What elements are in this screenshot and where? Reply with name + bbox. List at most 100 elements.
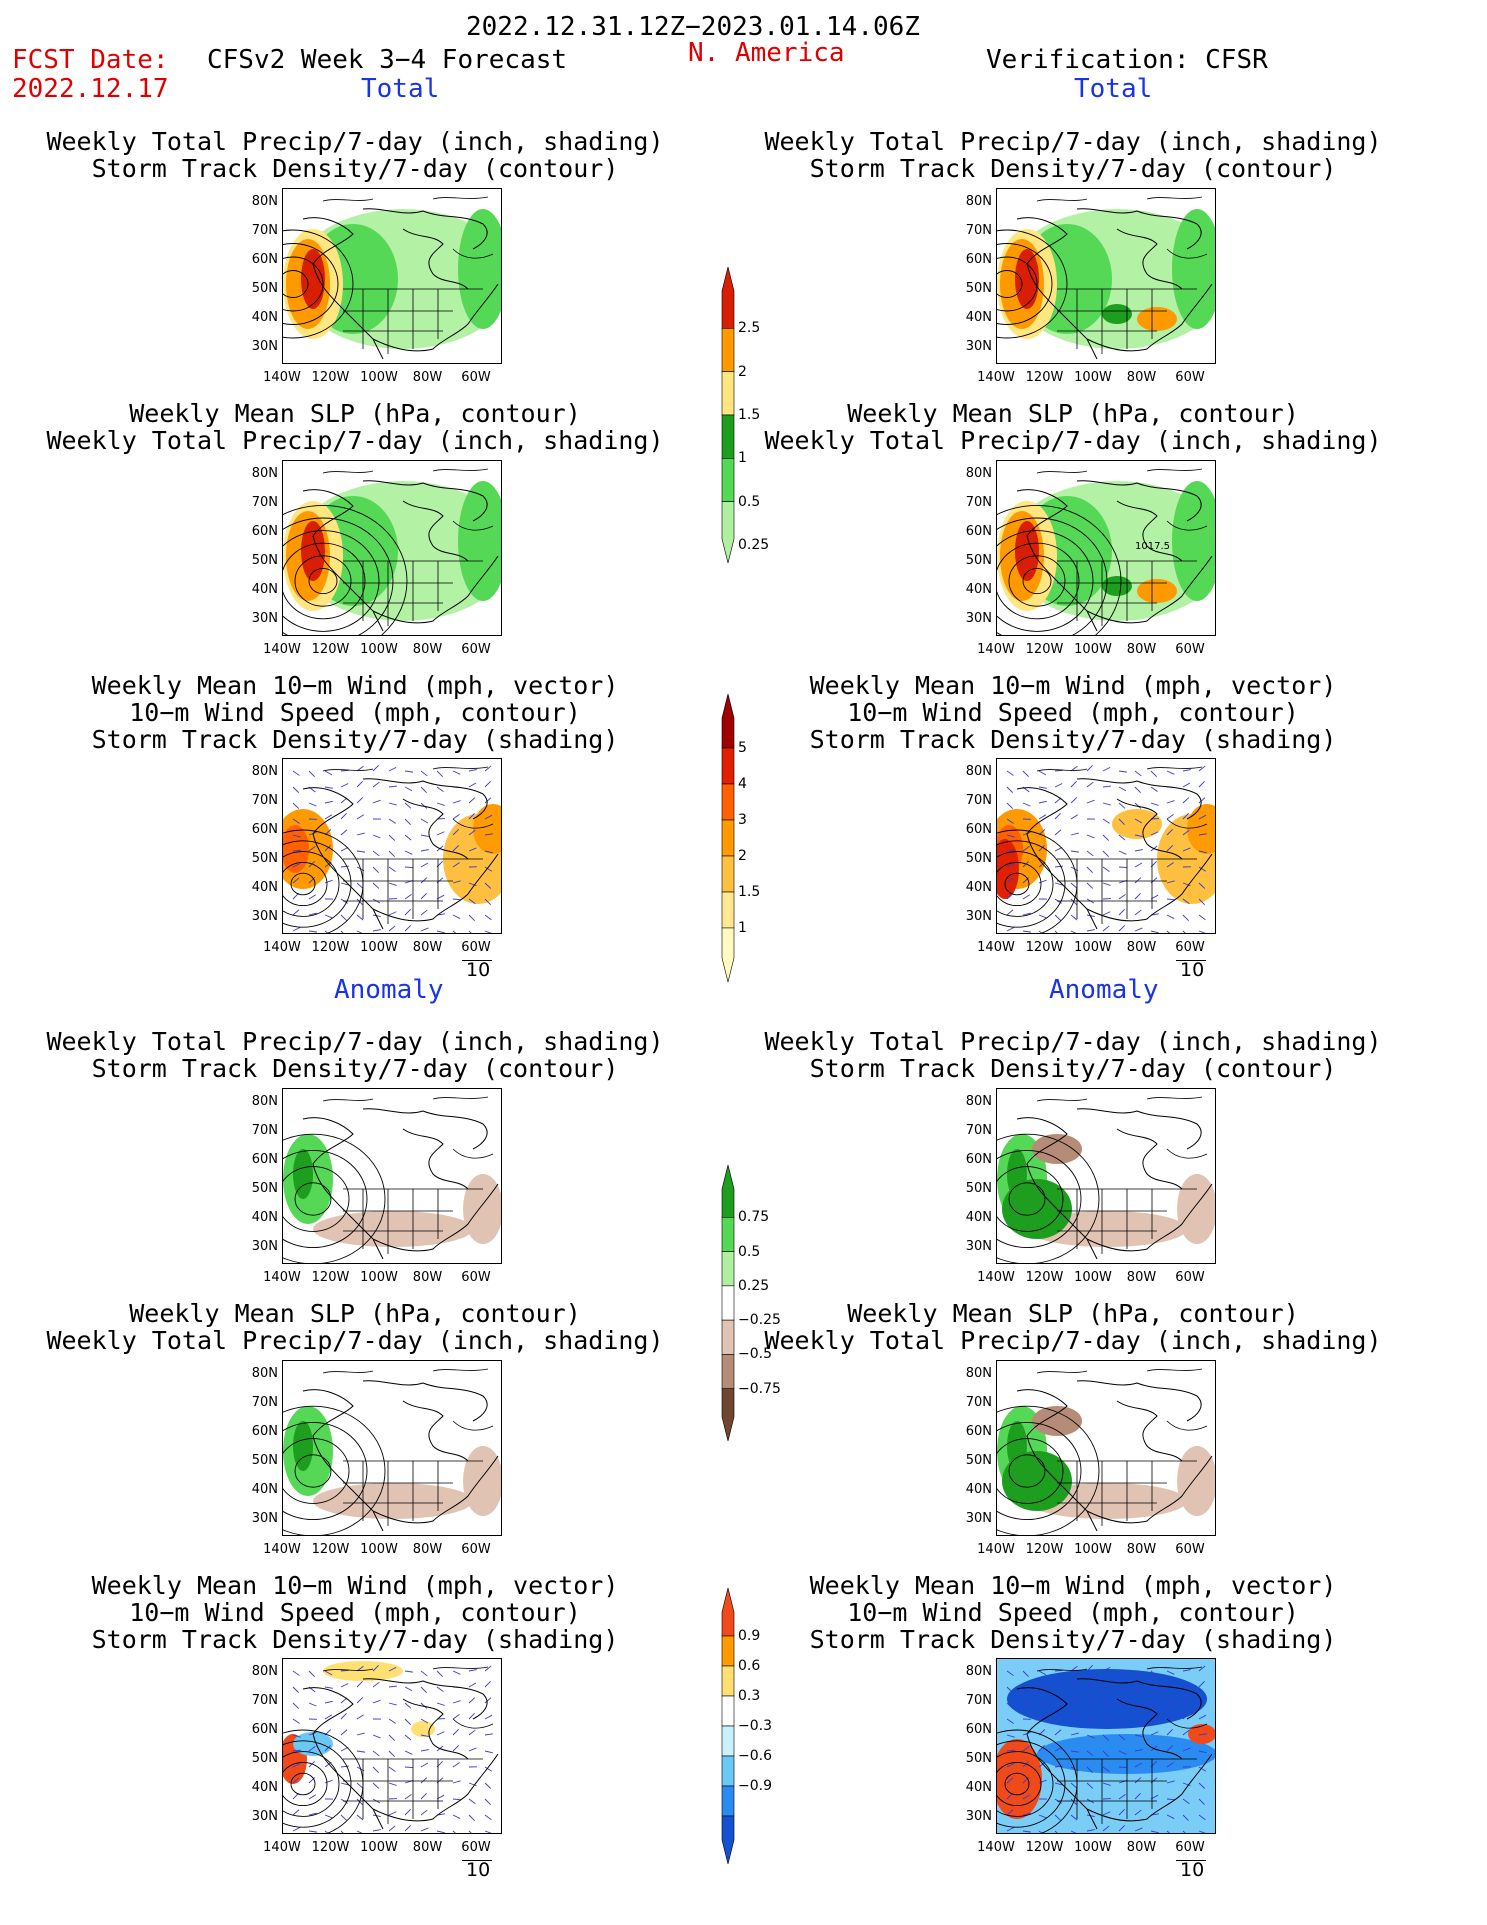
colorbar-swatch	[721, 1388, 735, 1442]
map-panel-0-left	[282, 188, 502, 364]
colorbar-label: −0.6	[738, 1748, 772, 1764]
lat-label: 80N	[965, 1664, 992, 1679]
lat-label: 40N	[965, 1210, 992, 1225]
lat-label: 50N	[251, 1751, 278, 1766]
lon-label: 140W	[263, 940, 301, 955]
lat-label: 40N	[251, 582, 278, 597]
map-plot	[283, 196, 501, 360]
colorbar-swatch	[721, 371, 735, 416]
panel-title-1-left: Weekly Mean SLP (hPa, contour) Weekly To…	[46, 399, 664, 455]
map-plot	[997, 764, 1215, 933]
lat-label: 80N	[251, 466, 278, 481]
colorbar-label: 2	[738, 848, 747, 864]
colorbar-label: 0.6	[738, 1658, 761, 1674]
map-plot	[283, 1368, 501, 1535]
map-panel-2-right	[996, 758, 1216, 934]
lat-label: 50N	[251, 553, 278, 568]
colorbar-swatch	[721, 1285, 735, 1321]
map-plot	[283, 764, 501, 933]
region-title: N. America	[688, 38, 845, 68]
colorbar-label: 1.5	[738, 884, 761, 900]
lat-label: 30N	[965, 1511, 992, 1526]
lat-label: 50N	[251, 1453, 278, 1468]
lon-label: 100W	[360, 1840, 398, 1855]
lat-label: 30N	[251, 1511, 278, 1526]
lon-label: 60W	[1175, 370, 1205, 385]
lon-label: 100W	[1074, 642, 1112, 657]
map-panel-5-right	[996, 1658, 1216, 1834]
lon-label: 60W	[461, 1542, 491, 1557]
lat-label: 50N	[965, 851, 992, 866]
panel-title-0-left: Weekly Total Precip/7-day (inch, shading…	[46, 127, 664, 183]
section-anomaly-left: Anomaly	[334, 975, 444, 1005]
lon-label: 140W	[977, 1840, 1015, 1855]
colorbar-swatch	[721, 1635, 735, 1667]
colorbar-label: −0.75	[738, 1380, 781, 1397]
fcst-date: 2022.12.17	[12, 74, 169, 104]
colorbar-label: 0.5	[738, 493, 761, 510]
colorbar-label: 0.5	[738, 1243, 761, 1260]
map-plot	[997, 196, 1215, 360]
lat-label: 50N	[965, 1751, 992, 1766]
lon-label: 80W	[412, 1270, 443, 1285]
lon-label: 100W	[360, 370, 398, 385]
lat-label: 30N	[965, 909, 992, 924]
lat-label: 50N	[965, 281, 992, 296]
colorbar-storm_anom	[712, 1586, 792, 1866]
lon-label: 60W	[1175, 1270, 1205, 1285]
lon-label: 60W	[1175, 642, 1205, 657]
colorbar-swatch	[721, 1815, 735, 1865]
lat-label: 80N	[965, 194, 992, 209]
panel-title-4-left: Weekly Mean SLP (hPa, contour) Weekly To…	[46, 1299, 664, 1355]
lon-label: 140W	[263, 370, 301, 385]
colorbar-swatch	[721, 1725, 735, 1757]
lat-label: 30N	[965, 339, 992, 354]
colorbar-swatch	[721, 747, 735, 785]
lon-label: 100W	[360, 940, 398, 955]
lat-label: 30N	[251, 339, 278, 354]
lat-label: 80N	[251, 1094, 278, 1109]
map-panel-3-right	[996, 1088, 1216, 1264]
lon-label: 140W	[263, 1270, 301, 1285]
forecast-period: 2022.12.31.12Z−2023.01.14.06Z	[466, 12, 920, 42]
lon-label: 120W	[311, 940, 350, 955]
lat-label: 70N	[251, 793, 278, 808]
lat-label: 40N	[251, 1780, 278, 1795]
vector-reference: 10	[462, 958, 492, 981]
lat-label: 30N	[965, 1239, 992, 1254]
lon-label: 100W	[1074, 370, 1112, 385]
contour-label: 1017.5	[1135, 541, 1170, 552]
lat-label: 60N	[965, 252, 992, 267]
lat-label: 30N	[251, 1239, 278, 1254]
lat-label: 60N	[965, 524, 992, 539]
map-panel-2-left	[282, 758, 502, 934]
colorbar-swatch	[721, 891, 735, 929]
colorbar-graphic	[721, 1587, 735, 1865]
lat-label: 40N	[965, 1482, 992, 1497]
colorbar-graphic	[721, 1164, 735, 1442]
lon-label: 100W	[1074, 1270, 1112, 1285]
vector-ref-label: 10	[466, 959, 491, 981]
map-plot: 1017.5	[997, 468, 1215, 635]
lon-label: 80W	[1126, 642, 1157, 657]
vector-ref-label: 10	[1180, 959, 1205, 981]
colorbar-label: 0.9	[738, 1628, 761, 1644]
lon-label: 80W	[412, 1542, 443, 1557]
map-panel-4-right	[996, 1360, 1216, 1536]
lon-label: 60W	[1175, 1840, 1205, 1855]
lon-label: 120W	[1025, 370, 1064, 385]
colorbar-label: 1.5	[738, 407, 761, 423]
colorbar-label: 1	[738, 920, 747, 936]
fcst-label: FCST Date:	[12, 45, 169, 75]
panel-title-5-left: Weekly Mean 10−m Wind (mph, vector) 10−m…	[91, 1571, 619, 1654]
colorbar-label: −0.9	[738, 1778, 772, 1794]
colorbar-graphic	[721, 266, 735, 564]
lat-label: 70N	[251, 223, 278, 238]
colorbar-swatch	[721, 458, 735, 502]
colorbar-swatch	[721, 1319, 735, 1355]
lat-label: 60N	[251, 822, 278, 837]
map-panel-1-left	[282, 460, 502, 636]
colorbar-label: −0.25	[738, 1312, 781, 1329]
lat-label: 50N	[251, 1181, 278, 1196]
lat-label: 80N	[965, 764, 992, 779]
